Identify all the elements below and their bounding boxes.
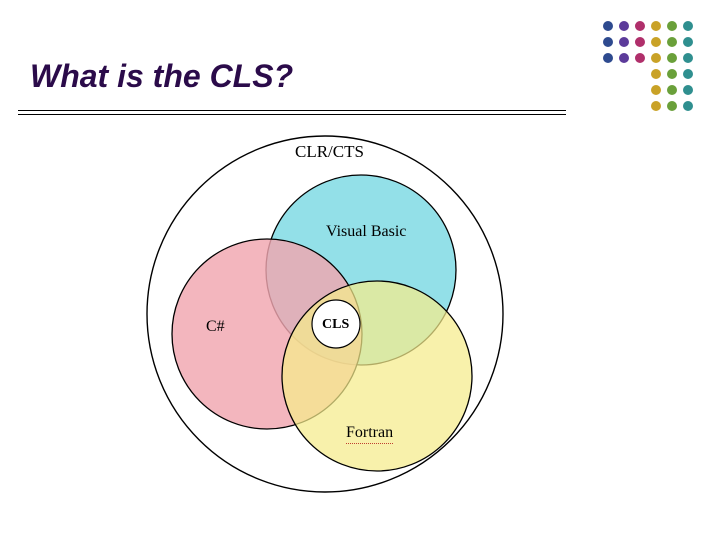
dot-icon (651, 21, 661, 31)
dot-icon (667, 85, 677, 95)
title-underline-2 (18, 114, 566, 115)
label-clrcts: CLR/CTS (295, 142, 364, 162)
dot-icon (619, 53, 629, 63)
label-csharp: C# (206, 318, 225, 336)
slide-title: What is the CLS? (30, 58, 293, 95)
dot-icon (651, 101, 661, 111)
dot-icon (651, 85, 661, 95)
dot-icon (603, 53, 613, 63)
dot-icon (683, 53, 693, 63)
dot-icon (667, 37, 677, 47)
dot-icon (683, 21, 693, 31)
dot-icon (619, 21, 629, 31)
dot-icon (603, 21, 613, 31)
dot-icon (635, 37, 645, 47)
dot-icon (603, 37, 613, 47)
dot-icon (683, 85, 693, 95)
dot-icon (667, 69, 677, 79)
dot-icon (667, 21, 677, 31)
dot-icon (683, 37, 693, 47)
label-visualbasic: Visual Basic (326, 223, 406, 241)
label-fortran: Fortran (346, 424, 393, 444)
dot-icon (651, 69, 661, 79)
dot-icon (651, 53, 661, 63)
dot-icon (619, 37, 629, 47)
dot-grid-decoration (600, 18, 696, 114)
dot-icon (667, 101, 677, 111)
dot-icon (683, 69, 693, 79)
dot-icon (635, 53, 645, 63)
dot-icon (683, 101, 693, 111)
title-underline-1 (18, 110, 566, 111)
dot-icon (667, 53, 677, 63)
dot-icon (635, 21, 645, 31)
dot-icon (651, 37, 661, 47)
label-cls: CLS (322, 317, 349, 333)
venn-diagram: CLR/CTS Visual Basic C# CLS Fortran (115, 128, 535, 508)
